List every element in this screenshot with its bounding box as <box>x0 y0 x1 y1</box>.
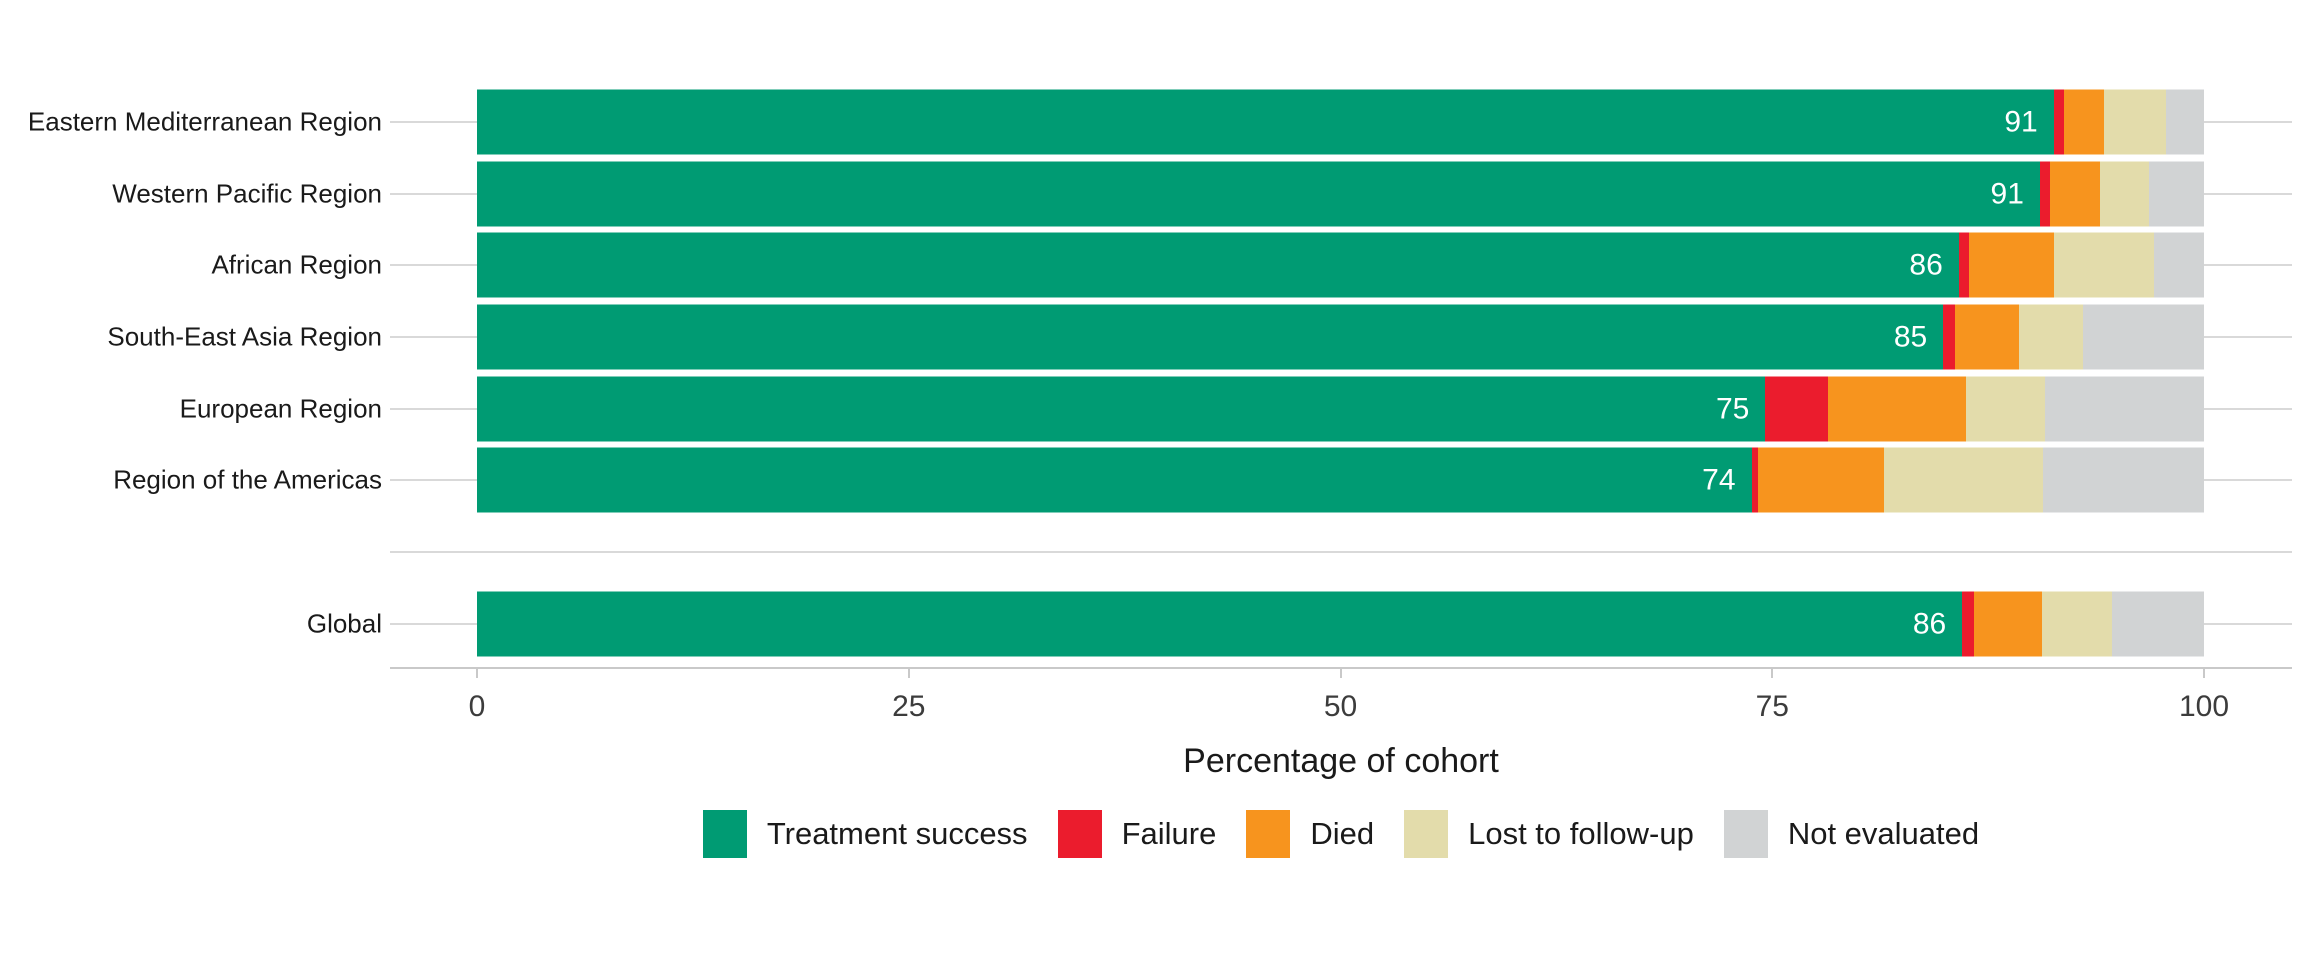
bar-segment-failure <box>1962 591 1975 657</box>
bar-segment-lost <box>2053 232 2154 298</box>
category-label: Eastern Mediterranean Region <box>27 106 382 137</box>
x-axis-title: Percentage of cohort <box>1183 742 1499 780</box>
chart-row: African Region 86 <box>0 229 2304 301</box>
bar-segment-died <box>1969 232 2054 298</box>
legend-item: Not evaluated <box>1723 810 1980 858</box>
stacked-bar: 91 <box>477 161 2204 227</box>
stacked-bar: 91 <box>477 89 2204 155</box>
bar-segment-lost <box>2019 304 2084 370</box>
legend-label: Died <box>1310 816 1375 851</box>
bar-segment-success: 74 <box>477 447 1752 513</box>
bar-segment-noteval <box>2166 89 2204 155</box>
bar-value-label: 86 <box>1909 248 1943 282</box>
x-tick-mark <box>907 669 910 678</box>
legend: Treatment success Failure Died Lost to foll… <box>390 810 2292 858</box>
legend-item: Lost to follow-up <box>1404 810 1694 858</box>
bar-segment-noteval <box>2112 591 2204 657</box>
x-tick-label: 100 <box>2178 690 2230 723</box>
chart-row: Region of the Americas 74 <box>0 444 2304 516</box>
legend-item: Failure <box>1057 810 1217 858</box>
bar-segment-lost <box>1884 447 2044 513</box>
bar-segment-failure <box>2053 89 2065 155</box>
bar-segment-noteval <box>2153 232 2204 298</box>
bar-segment-noteval <box>2148 161 2204 227</box>
bar-segment-success: 85 <box>477 304 1944 370</box>
legend-item: Died <box>1246 810 1374 858</box>
bar-segment-lost <box>2100 161 2149 227</box>
bar-segment-lost <box>2103 89 2166 155</box>
bar-segment-noteval <box>2043 447 2204 513</box>
spacer-row <box>0 516 2304 588</box>
x-tick-label: 75 <box>1755 690 1789 723</box>
category-label: Western Pacific Region <box>112 178 382 209</box>
stacked-bar: 74 <box>477 447 2204 513</box>
stacked-bar: 86 <box>477 232 2204 298</box>
legend-swatch <box>1246 810 1291 858</box>
bar-segment-died <box>2050 161 2101 227</box>
bar-segment-failure <box>1943 304 1956 370</box>
legend-label: Failure <box>1121 816 1217 851</box>
bar-segment-failure <box>1765 376 1828 442</box>
bar-segment-died <box>1827 376 1966 442</box>
bar-segment-failure <box>2039 161 2051 227</box>
chart-row: Eastern Mediterranean Region 91 <box>0 86 2304 158</box>
stacked-bar: 75 <box>477 376 2204 442</box>
bar-segment-noteval <box>2083 304 2204 370</box>
bar-segment-success: 86 <box>477 591 1963 657</box>
gridline <box>390 550 2292 553</box>
bar-value-label: 91 <box>1990 177 2024 211</box>
legend-swatch <box>1723 810 1768 858</box>
bar-segment-died <box>2064 89 2104 155</box>
bar-value-label: 85 <box>1893 320 1928 354</box>
legend-label: Not evaluated <box>1787 816 1980 851</box>
bar-segment-failure <box>1751 447 1759 513</box>
bar-segment-died <box>1974 591 2042 657</box>
x-axis-line <box>390 667 2292 669</box>
chart-row: South-East Asia Region 85 <box>0 301 2304 373</box>
stacked-bar: 86 <box>477 591 2204 657</box>
bar-segment-success: 91 <box>477 161 2040 227</box>
chart-row: Western Pacific Region 91 <box>0 158 2304 230</box>
legend-swatch <box>702 810 747 858</box>
x-tick-mark <box>1339 669 1342 678</box>
category-label: Region of the Americas <box>113 464 382 495</box>
bar-value-label: 91 <box>2004 105 2038 139</box>
legend-swatch <box>1057 810 1102 858</box>
bar-value-label: 75 <box>1715 392 1750 426</box>
chart-rows: Eastern Mediterranean Region 91 Western Pa… <box>0 86 2304 660</box>
x-tick-mark <box>2203 669 2205 678</box>
bar-segment-noteval <box>2045 376 2204 442</box>
legend-label: Treatment success <box>766 816 1028 851</box>
bar-segment-success: 75 <box>477 376 1766 442</box>
bar-value-label: 86 <box>1912 607 1947 641</box>
category-label: European Region <box>179 393 382 424</box>
legend-item: Treatment success <box>702 810 1028 858</box>
bar-segment-died <box>1955 304 2020 370</box>
bar-segment-failure <box>1958 232 1970 298</box>
chart-row: Global 86 <box>0 588 2304 660</box>
category-label: Global <box>306 608 382 639</box>
category-label: African Region <box>211 249 382 280</box>
bar-segment-lost <box>2041 591 2113 657</box>
legend-label: Lost to follow-up <box>1468 816 1694 851</box>
stacked-bar: 85 <box>477 304 2204 370</box>
x-tick-label: 50 <box>1323 690 1358 723</box>
bar-value-label: 74 <box>1702 463 1736 497</box>
bar-segment-died <box>1758 447 1885 513</box>
chart-row: European Region 75 <box>0 373 2304 445</box>
bar-segment-success: 91 <box>477 89 2054 155</box>
x-tick-label: 0 <box>468 690 486 723</box>
bar-segment-success: 86 <box>477 232 1959 298</box>
x-tick-mark <box>476 669 478 678</box>
legend-swatch <box>1404 810 1449 858</box>
category-label: South-East Asia Region <box>107 321 382 352</box>
bar-segment-lost <box>1965 376 2046 442</box>
x-tick-label: 25 <box>892 690 926 723</box>
x-tick-mark <box>1771 669 1774 678</box>
